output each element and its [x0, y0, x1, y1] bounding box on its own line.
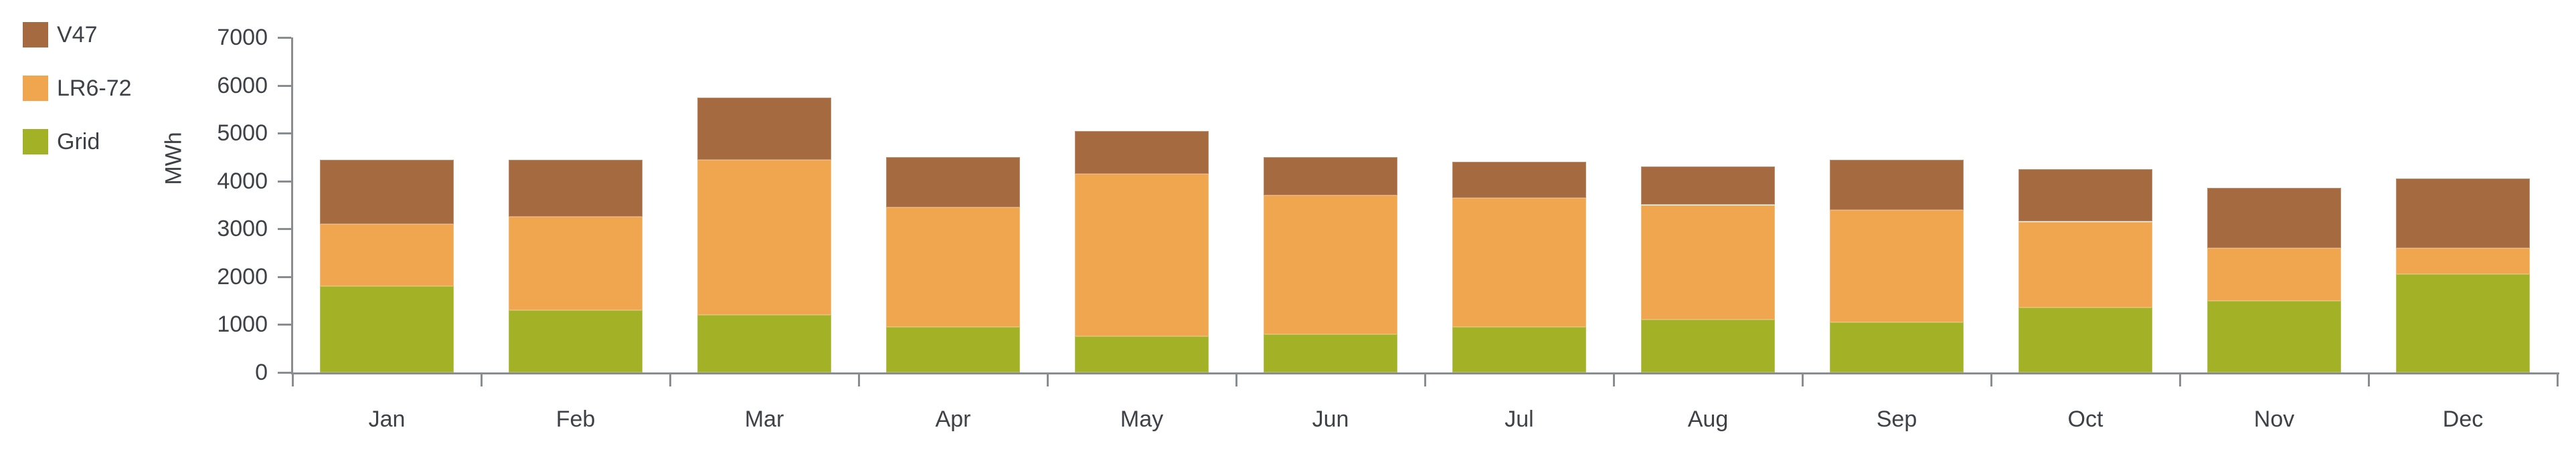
y-tick [278, 37, 291, 39]
bar-oct-v47 [2019, 168, 2152, 222]
bar-mar-lr6-72 [697, 159, 831, 316]
bar-sep-grid [1830, 322, 1964, 373]
x-tick-label: Jul [1505, 407, 1534, 432]
y-tick [278, 372, 291, 374]
bar-aug-lr6-72 [1641, 205, 1775, 320]
x-tick [2179, 372, 2181, 386]
legend-label-v47: V47 [57, 22, 98, 47]
x-tick [2368, 372, 2370, 386]
legend-item-v47: V47 [23, 22, 132, 47]
bar-dec-grid [2396, 274, 2530, 372]
bar-feb-v47 [509, 159, 642, 217]
x-tick [1990, 372, 1992, 386]
y-tick-label: 3000 [217, 216, 268, 241]
bar-may-grid [1075, 336, 1209, 372]
bar-apr-grid [886, 327, 1020, 372]
x-tick [2557, 372, 2559, 386]
y-tick-label: 6000 [217, 73, 268, 98]
y-tick [278, 228, 291, 230]
bar-jun-grid [1264, 334, 1397, 372]
bar-jan-lr6-72 [320, 224, 454, 287]
legend-swatch-v47 [23, 22, 48, 47]
x-tick [1047, 372, 1049, 386]
y-tick [278, 85, 291, 87]
bar-dec-lr6-72 [2396, 247, 2530, 275]
legend-item-lr6-72: LR6-72 [23, 76, 132, 101]
x-tick [1424, 372, 1426, 386]
bar-nov-v47 [2207, 188, 2341, 248]
bar-feb-lr6-72 [509, 217, 642, 310]
y-tick [278, 132, 291, 134]
bar-mar-v47 [697, 97, 831, 160]
bar-jun-lr6-72 [1264, 195, 1397, 334]
bar-aug-v47 [1641, 166, 1775, 205]
bar-may-lr6-72 [1075, 174, 1209, 337]
legend-label-lr6-72: LR6-72 [57, 76, 132, 101]
x-tick-label: May [1120, 407, 1164, 432]
bar-sep-lr6-72 [1830, 209, 1964, 322]
x-tick-label: Feb [555, 407, 596, 432]
bar-jul-v47 [1452, 162, 1586, 198]
bar-may-v47 [1075, 130, 1209, 174]
x-tick-label: Aug [1687, 407, 1729, 432]
bar-jul-grid [1452, 327, 1586, 372]
legend: V47 LR6-72 Grid [23, 22, 132, 183]
bar-oct-grid [2019, 308, 2152, 372]
x-tick [1235, 372, 1237, 386]
x-tick-label: Apr [935, 407, 971, 432]
legend-item-grid: Grid [23, 129, 132, 154]
y-tick-label: 4000 [217, 168, 268, 194]
x-tick [1613, 372, 1615, 386]
bar-jan-grid [320, 286, 454, 372]
y-axis-line [291, 37, 293, 374]
legend-label-grid: Grid [57, 129, 100, 154]
x-axis-line [291, 372, 2559, 374]
x-tick-label: Nov [2253, 407, 2295, 432]
x-tick-label: Dec [2442, 407, 2484, 432]
y-tick [278, 181, 291, 183]
y-tick-label: 7000 [217, 25, 268, 50]
x-tick [858, 372, 860, 386]
x-tick-label: Sep [1876, 407, 1917, 432]
y-tick-label: 1000 [217, 312, 268, 337]
x-tick [481, 372, 483, 386]
bar-apr-lr6-72 [886, 207, 1020, 327]
x-tick-label: Jun [1312, 407, 1349, 432]
legend-swatch-lr6-72 [23, 76, 48, 101]
bar-jul-lr6-72 [1452, 197, 1586, 327]
y-tick [278, 276, 291, 278]
x-tick-label: Oct [2067, 407, 2103, 432]
y-tick-label: 5000 [217, 120, 268, 146]
x-tick-label: Jan [368, 407, 406, 432]
bar-jan-v47 [320, 159, 454, 225]
bar-sep-v47 [1830, 159, 1964, 210]
x-tick [292, 372, 294, 386]
x-tick-label: Mar [744, 407, 784, 432]
bar-jun-v47 [1264, 156, 1397, 196]
bar-mar-grid [697, 315, 831, 372]
bar-dec-v47 [2396, 179, 2530, 248]
x-tick [669, 372, 671, 386]
y-tick-label: 0 [255, 360, 268, 385]
y-tick [278, 324, 291, 326]
x-tick [1802, 372, 1804, 386]
y-tick-label: 2000 [217, 264, 268, 290]
bar-feb-grid [509, 310, 642, 372]
bar-apr-v47 [886, 156, 1020, 208]
legend-swatch-grid [23, 129, 48, 154]
bar-nov-lr6-72 [2207, 247, 2341, 301]
bar-aug-grid [1641, 320, 1775, 372]
bar-nov-grid [2207, 300, 2341, 372]
bar-oct-lr6-72 [2019, 221, 2152, 308]
